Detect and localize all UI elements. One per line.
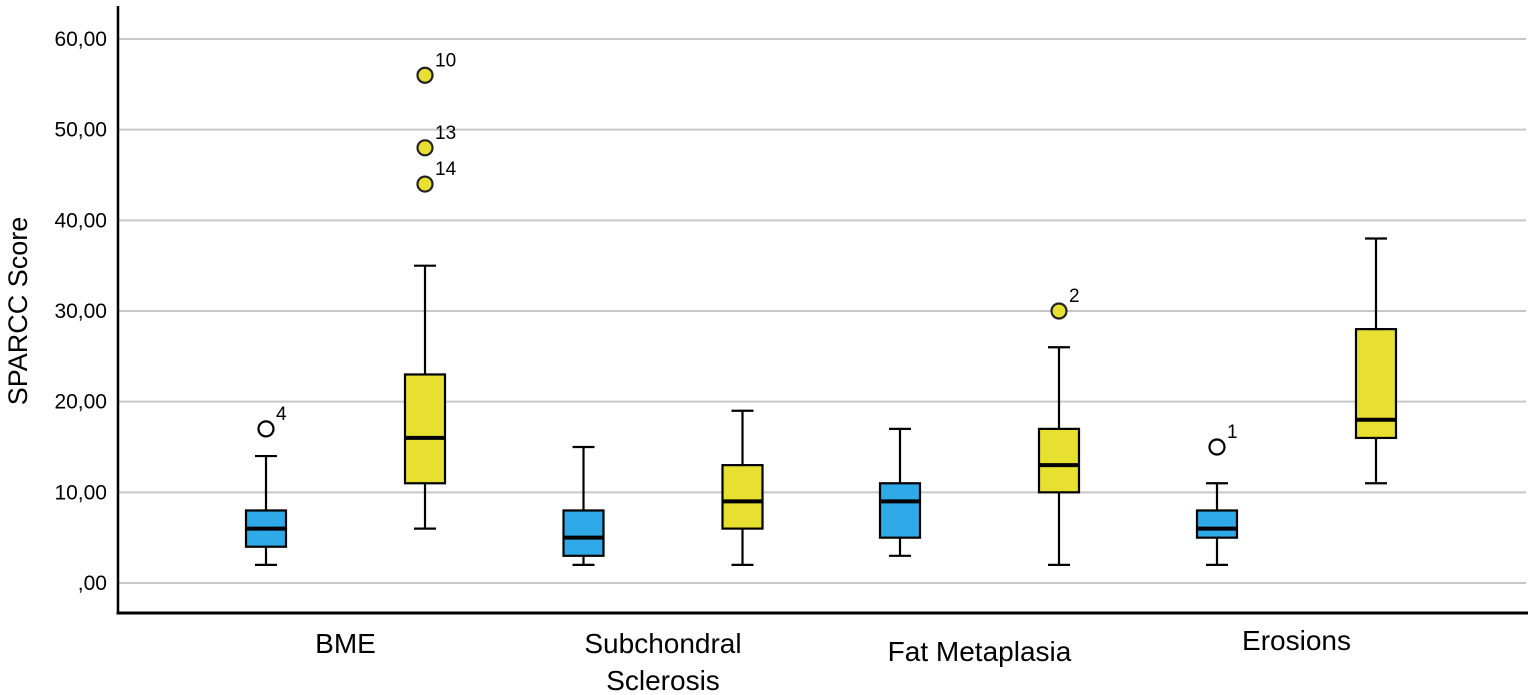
y-tick-label: 10,00 [54,481,107,504]
box-fat-metaplasia-yellow [1037,427,1081,494]
y-tick-label: ,00 [78,572,107,595]
box-fat-metaplasia-blue [878,482,922,539]
outlier-point [257,420,275,438]
outlier-point [416,139,434,157]
x-category-label: BME [315,628,376,659]
outlier-point [416,66,434,84]
box-subchondral-sclerosis-yellow [721,464,764,530]
x-category-label: Sclerosis [606,665,720,695]
y-tick-label: 60,00 [54,28,107,51]
outlier-point [1050,302,1068,320]
box-bme-yellow [403,373,447,485]
x-category-label: Erosions [1242,625,1351,656]
y-axis-title: SPARCC Score [3,217,33,406]
outlier-label: 2 [1069,286,1080,307]
outlier-point [1208,438,1226,456]
outlier-point [416,175,434,193]
y-tick-label: 50,00 [54,119,107,142]
outlier-label: 13 [435,123,456,144]
y-tick-label: 20,00 [54,391,107,414]
x-category-label: Fat Metaplasia [888,636,1072,667]
y-tick-label: 30,00 [54,300,107,323]
x-category-label: Subchondral [584,628,741,659]
outlier-label: 10 [435,50,456,71]
outlier-label: 14 [435,159,457,180]
outlier-label: 1 [1227,422,1238,443]
outlier-label: 4 [276,404,287,425]
box-erosions-blue [1195,509,1239,539]
box-subchondral-sclerosis-blue [562,509,605,557]
y-tick-label: 40,00 [54,209,107,232]
